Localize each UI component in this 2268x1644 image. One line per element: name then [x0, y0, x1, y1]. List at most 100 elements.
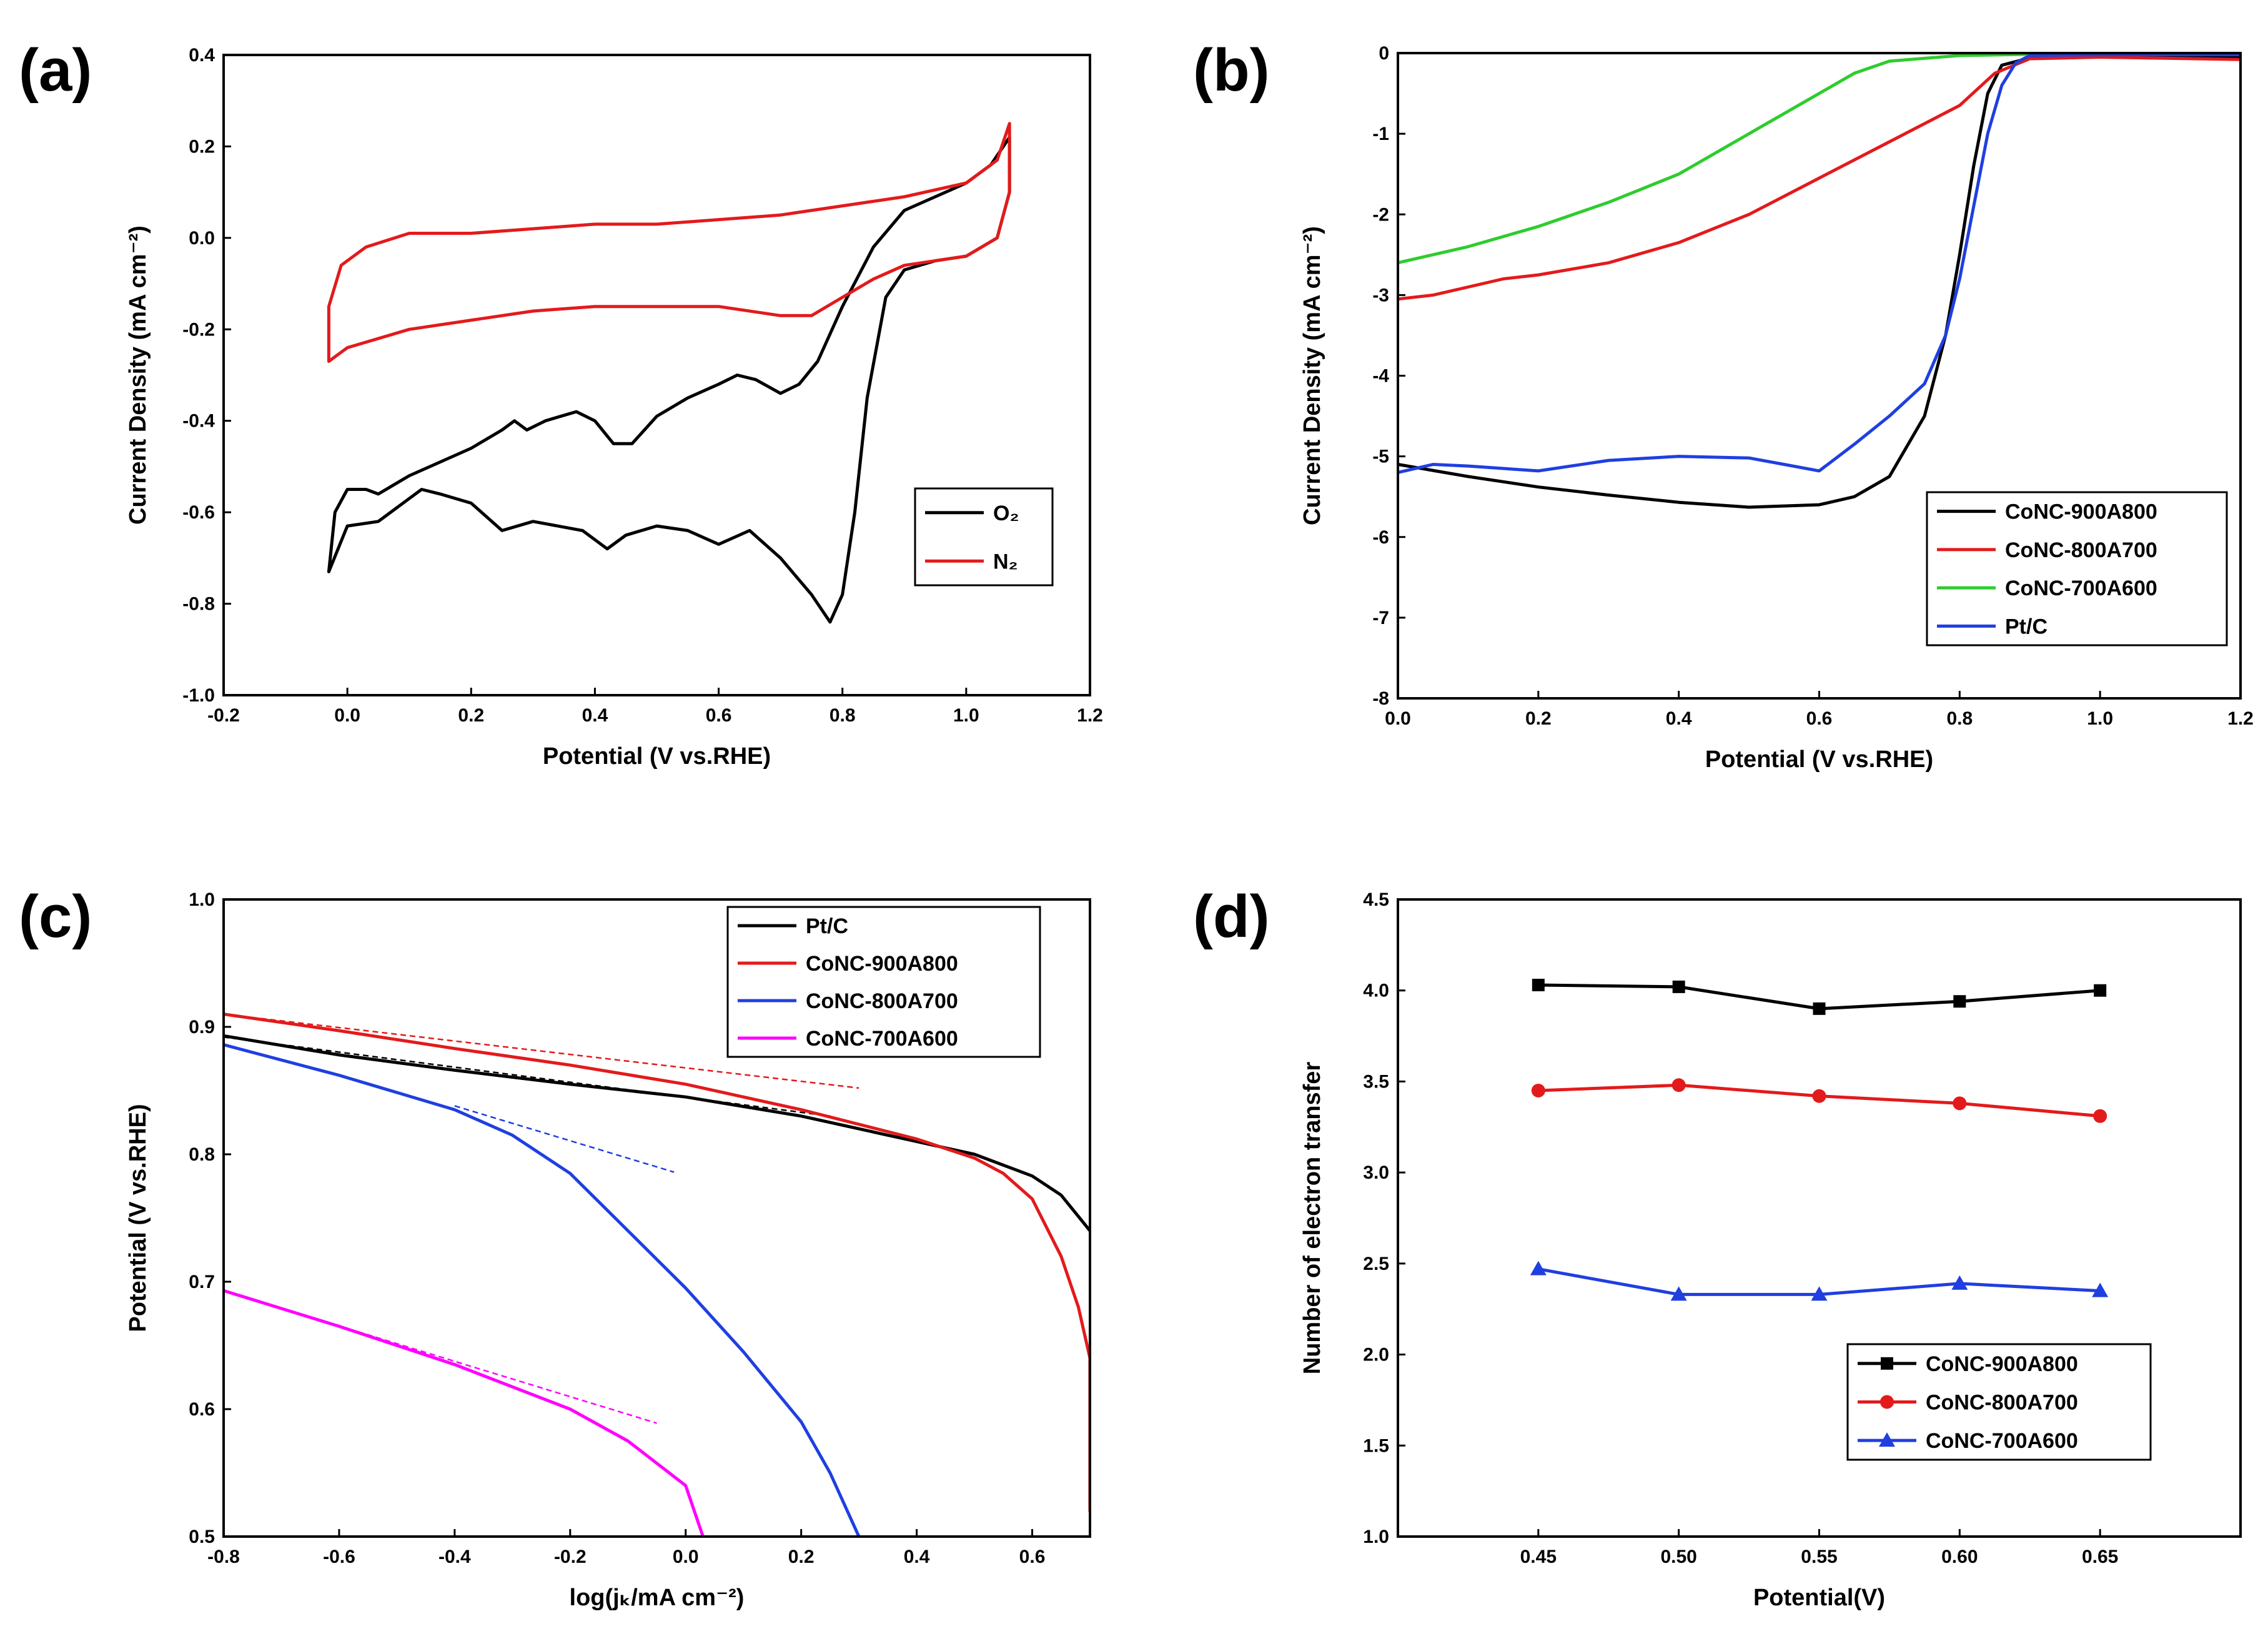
panel-a-y-tick-label: 0.2	[189, 136, 215, 157]
panel-d-legend-marker-conc-800a700	[1880, 1395, 1894, 1409]
panel-c-x-tick-label: -0.8	[207, 1547, 240, 1567]
panel-c-legend	[726, 906, 1041, 1058]
panel-a-x-tick-label: -0.2	[207, 705, 240, 726]
panel-b-x-tick-label: 0.2	[1525, 708, 1552, 729]
panel-d-point-conc-700a600	[1951, 1275, 1968, 1290]
panel-d-point-conc-700a600	[1670, 1286, 1687, 1301]
panel-c-x-tick-label: -0.6	[323, 1547, 355, 1567]
panel-d-y-tick-label: 2.5	[1363, 1254, 1389, 1274]
panel-a-legend-label-o: O₂	[993, 502, 1019, 525]
panel-c-series-conc-800a700	[224, 1043, 861, 1537]
panel-a-legend	[914, 487, 1054, 587]
panel-d-frame	[1397, 898, 2242, 1538]
panel-d-x-tick-label: 0.50	[1660, 1547, 1696, 1567]
panel-c-legend-label-conc-900a800: CoNC-900A800	[806, 952, 958, 976]
panel-a-y-axis-title: Current Density (mA cm⁻²)	[125, 225, 151, 525]
panel-b-y-tick-label: -6	[1372, 527, 1389, 548]
panel-c-x-tick-label: -0.2	[554, 1547, 587, 1567]
panel-c-x-tick-label: -0.4	[438, 1547, 471, 1567]
panel-d-point-conc-900a800	[1672, 980, 1685, 993]
panel-b-legend-label-conc-800a700: CoNC-800A700	[2005, 538, 2157, 562]
panel-b-series-conc-900a800	[1398, 54, 2241, 509]
panel-d-legend-label-conc-700a600: CoNC-700A600	[1926, 1429, 2078, 1453]
panel-d-legend-marker-conc-700a600	[1879, 1432, 1895, 1447]
panel-d-chart: 0.45 0.50 0.55 0.60 0.65 1.0 1.5 2.0 2.5 3.0 3.5 4.…	[1299, 889, 2242, 1611]
panel-d-point-conc-700a600	[1811, 1286, 1828, 1301]
panel-a-y-tick-label: -0.4	[182, 411, 215, 432]
panel-c-y-tick-label: 0.6	[189, 1399, 215, 1420]
panel-label-a: (a)	[19, 37, 92, 104]
panel-a-plot-area	[327, 122, 1011, 624]
panel-b-x-tick-label: 0.8	[1946, 708, 1973, 729]
panel-d-point-conc-700a600	[2092, 1282, 2109, 1297]
panel-b-y-tick-label: -3	[1372, 285, 1389, 305]
panel-b-y-tick-label: 0	[1379, 43, 1389, 64]
panel-b-legend-label-pt-c: Pt/C	[2005, 615, 2048, 638]
panel-a-y-tick-label: -0.8	[182, 594, 215, 615]
panel-b-x-tick-label: 0.4	[1666, 708, 1692, 729]
panel-label-c: (c)	[19, 883, 92, 950]
panel-c-series-conc-700a600	[224, 1289, 705, 1537]
panel-d-point-conc-700a600	[1530, 1260, 1547, 1275]
panel-b-y-tick-label: -2	[1372, 204, 1389, 225]
panel-a-y-tick-label: 0.0	[189, 228, 215, 249]
panel-b-x-tick-label: 1.0	[2087, 708, 2113, 729]
panel-c-tafel-fit-conc-800a700	[454, 1105, 675, 1173]
panel-c-y-tick-label: 0.7	[189, 1272, 215, 1292]
panel-d-point-conc-800a700	[1812, 1089, 1826, 1103]
panel-a-x-tick-label: 0.4	[582, 705, 608, 726]
panel-a-chart: -0.2 0.0 0.2 0.4 0.6 0.8 1.0 1.2 -1.0 -0.8 -0.6 -0.…	[125, 45, 1103, 770]
panel-d-point-conc-800a700	[2093, 1109, 2107, 1123]
panel-c-tafel-fit-conc-900a800	[224, 1013, 859, 1089]
panel-c-series-pt-c	[224, 1034, 1090, 1232]
panel-c-x-tick-label: 0.2	[788, 1547, 815, 1567]
panel-d-point-conc-800a700	[1953, 1096, 1967, 1111]
panel-c-legend-label-conc-800a700: CoNC-800A700	[806, 989, 958, 1013]
panel-d-y-tick-label: 3.5	[1363, 1071, 1389, 1092]
panel-a-x-tick-label: 1.2	[1077, 705, 1103, 726]
panel-b-series-pt-c	[1398, 53, 2241, 474]
panel-d-point-conc-800a700	[1531, 1084, 1545, 1097]
panel-d-point-conc-800a700	[1671, 1078, 1686, 1092]
panel-d-point-conc-900a800	[2094, 984, 2107, 997]
panel-c-x-tick-label: 0.4	[904, 1547, 930, 1567]
panel-b-y-tick-label: -8	[1372, 688, 1389, 709]
panel-d-x-tick-label: 0.55	[1801, 1547, 1837, 1567]
panel-a-x-axis-title: Potential (V vs.RHE)	[543, 743, 771, 770]
panel-a-legend-label-n: N₂	[993, 550, 1018, 573]
panel-d-legend-label-conc-800a700: CoNC-800A700	[1926, 1391, 2078, 1415]
panel-d-y-tick-label: 4.0	[1363, 981, 1389, 1001]
panel-b-chart: 0.0 0.2 0.4 0.6 0.8 1.0 1.2 -8 -7 -6 -5 -4 -3 -2 -1 0 Po…	[1299, 43, 2254, 773]
panel-b-x-tick-label: 1.2	[2227, 708, 2254, 729]
panel-a-y-tick-label: -0.2	[182, 319, 215, 340]
panel-c-y-tick-label: 1.0	[189, 889, 215, 910]
panel-b-x-tick-label: 0.0	[1385, 708, 1411, 729]
panel-d-x-tick-label: 0.60	[1941, 1547, 1978, 1567]
panel-b-y-tick-label: -1	[1372, 124, 1389, 144]
panel-c-legend-label-conc-700a600: CoNC-700A600	[806, 1027, 958, 1051]
panel-d-y-tick-label: 4.5	[1363, 889, 1389, 910]
panel-a-series-n	[327, 122, 1011, 363]
panel-d-x-tick-label: 0.65	[2082, 1547, 2118, 1567]
panel-b-legend-label-conc-700a600: CoNC-700A600	[2005, 577, 2157, 600]
panel-d-x-axis-title: Potential(V)	[1753, 1585, 1885, 1611]
panel-d-point-conc-900a800	[1813, 1002, 1826, 1015]
panel-d-y-tick-label: 1.0	[1363, 1527, 1389, 1547]
panel-b-series-conc-800a700	[1398, 56, 2241, 301]
panel-c-y-axis-title: Potential (V vs.RHE)	[125, 1104, 151, 1332]
panel-a-x-tick-label: 0.0	[334, 705, 360, 726]
panel-c-series-conc-900a800	[224, 1013, 1090, 1513]
panel-d-y-tick-label: 3.0	[1363, 1162, 1389, 1183]
panel-d-legend-label-conc-900a800: CoNC-900A800	[1926, 1352, 2078, 1376]
panel-b-y-tick-label: -5	[1372, 447, 1389, 467]
panel-a-y-tick-label: 0.4	[189, 45, 215, 66]
panel-b-y-tick-label: -7	[1372, 608, 1389, 628]
panel-d-y-tick-label: 2.0	[1363, 1345, 1389, 1365]
panel-c-y-tick-label: 0.5	[189, 1527, 215, 1547]
panel-d-legend-marker-conc-900a800	[1881, 1357, 1893, 1370]
panel-b-x-axis-title: Potential (V vs.RHE)	[1705, 746, 1933, 773]
panel-d-y-axis-title: Number of electron transfer	[1299, 1062, 1325, 1375]
panel-d-point-conc-900a800	[1532, 978, 1545, 991]
panel-a-frame	[222, 54, 1091, 696]
